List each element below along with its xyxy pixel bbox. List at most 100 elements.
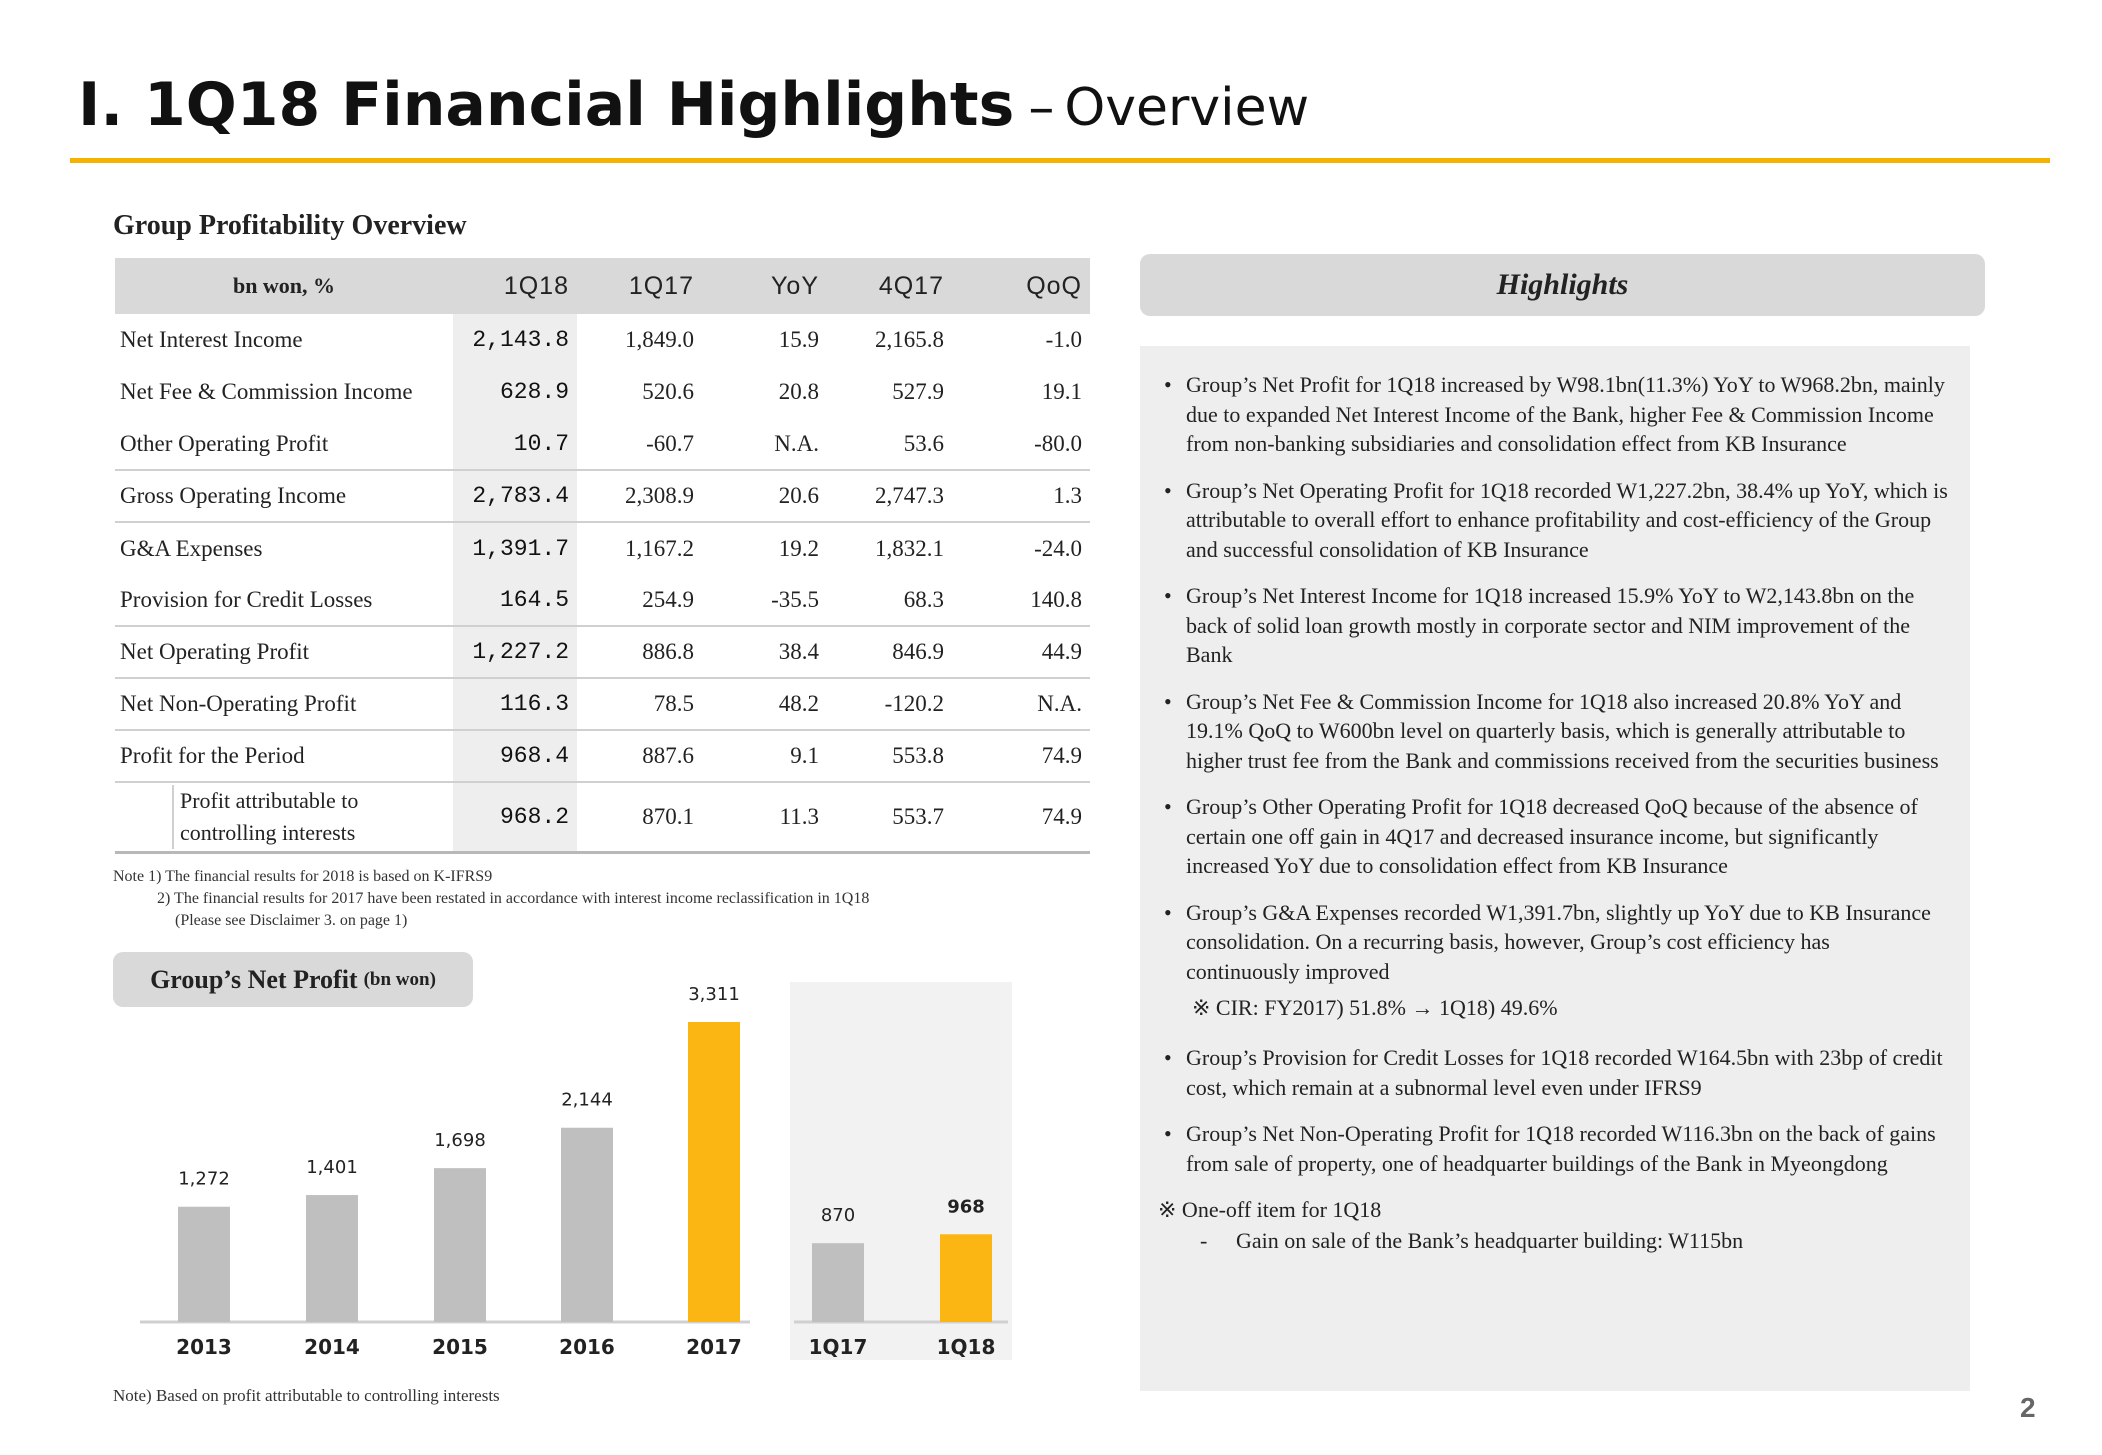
quarterly-tick-label-1Q17: 1Q17 (809, 1335, 868, 1359)
annual-data-label-2014: 1,401 (306, 1157, 358, 1178)
annual-tick-label-2014: 2014 (304, 1335, 360, 1359)
cell-4q17: 846.9 (827, 626, 952, 679)
bullet-icon: • (1164, 1045, 1172, 1070)
cell-4q17: 2,165.8 (875, 327, 944, 352)
title-main: I. 1Q18 Financial Highlights (78, 70, 1015, 140)
table-row: Provision for Credit Losses 164.5 254.9 … (115, 574, 1090, 627)
page-title: I. 1Q18 Financial Highlights – Overview (78, 70, 1309, 150)
cell-1q17: 1,849.0 (625, 327, 694, 352)
cell-qoq: -80.0 (952, 418, 1090, 471)
highlight-item: • Group’s Net Profit for 1Q18 increased b… (1158, 370, 1948, 459)
cell-1q18: 116.3 (453, 678, 577, 731)
highlight-text: Group’s Net Operating Profit for 1Q18 re… (1186, 477, 1948, 562)
title-rule (70, 158, 2050, 163)
cell-qoq: 1.3 (952, 470, 1090, 523)
page-number: 2 (2020, 1392, 2036, 1423)
cell-1q18: 968.2 (453, 782, 577, 854)
cell-1q17: 886.8 (577, 626, 702, 679)
cell-1q17: -60.7 (577, 418, 702, 471)
bullet-icon: • (1164, 688, 1172, 714)
highlight-text: Group’s Net Interest Income for 1Q18 inc… (1186, 583, 1915, 667)
table-row: Profit attributable to controlling inter… (115, 782, 1090, 854)
bullet-icon: • (1164, 794, 1172, 819)
cell-yoy: 9.1 (702, 730, 827, 783)
cell-yoy: -35.5 (702, 574, 827, 627)
table-row: G&A Expenses 1,391.7 1,167.2 19.2 1,832.… (115, 522, 1090, 574)
cell-qoq: 74.9 (952, 730, 1090, 783)
cell-qoq: 140.8 (952, 574, 1090, 627)
cell-qoq: 19.1 (1041, 379, 1082, 404)
profitability-table: bn won, % 1Q18 1Q17 YoY 4Q17 QoQ Net Int… (115, 258, 1090, 854)
table-row: Net Operating Profit 1,227.2 886.8 38.4 … (115, 626, 1090, 679)
cir-note: ※ CIR: FY2017) 51.8% → 1Q18) 49.6% (1192, 995, 1558, 1020)
oneoff-title: ※ One-off item for 1Q18 (1158, 1197, 1382, 1222)
bullet-icon: • (1164, 583, 1172, 608)
cell-4q17: 553.7 (827, 782, 952, 854)
net-profit-chart: 1,272 2013 1,401 2014 1,698 2015 2,144 2016 3,31… (110, 970, 1060, 1370)
cell-4q17: 553.8 (827, 730, 952, 783)
annual-data-label-2015: 1,698 (434, 1130, 486, 1151)
cell-1q17: 2,308.9 (577, 470, 702, 523)
cell-1q18: 1,391.7 (453, 522, 577, 574)
cell-yoy: 38.4 (702, 626, 827, 679)
highlight-text: Group’s Provision for Credit Losses for … (1186, 1045, 1943, 1100)
highlight-item: • Group’s G&A Expenses recorded W1,391.7b… (1158, 898, 1948, 987)
highlight-item: • Group’s Net Non-Operating Profit for 1Q… (1158, 1119, 1948, 1178)
cell-1q18: 10.7 (453, 418, 577, 471)
cell-4q17: 53.6 (827, 418, 952, 471)
cell-4q17: 527.9 (892, 379, 944, 404)
highlight-item: • Group’s Provision for Credit Losses for… (1158, 1043, 1948, 1102)
cell-yoy: N.A. (702, 418, 827, 471)
row-label: Net Operating Profit (115, 626, 453, 679)
highlight-item: • Group’s Net Interest Income for 1Q18 in… (1158, 581, 1948, 670)
quarterly-tick-label-1Q18: 1Q18 (937, 1335, 996, 1359)
section-title: Group Profitability Overview (113, 210, 467, 241)
column-header-unit: bn won, % (115, 258, 453, 314)
column-header-1q18: 1Q18 (453, 258, 577, 314)
column-header-qoq: QoQ (952, 258, 1090, 314)
table-notes: Note 1) The financial results for 2018 i… (113, 866, 869, 932)
row-indent (115, 782, 167, 854)
cell-yoy: 15.9 (778, 327, 819, 352)
highlights-panel: • Group’s Net Profit for 1Q18 increased b… (1140, 346, 1970, 1391)
cell-1q17: 78.5 (577, 678, 702, 731)
quarterly-bar-1Q18 (940, 1234, 992, 1322)
oneoff-item-text: Gain on sale of the Bank’s headquarter b… (1236, 1228, 1744, 1253)
annual-bar-2016 (561, 1127, 613, 1322)
cell-1q18: 2,143.8 (453, 314, 577, 366)
cell-yoy: 48.2 (702, 678, 827, 731)
annual-data-label-2013: 1,272 (178, 1169, 230, 1190)
cell-1q18: 628.9 (453, 366, 577, 418)
cell-1q17: 254.9 (577, 574, 702, 627)
highlight-item: • Group’s Net Fee & Commission Income for… (1158, 687, 1948, 776)
cell-4q17: 68.3 (827, 574, 952, 627)
cell-qoq: N.A. (952, 678, 1090, 731)
cell-4q17: -120.2 (827, 678, 952, 731)
row-label: Other Operating Profit (115, 418, 453, 471)
annual-data-label-2017: 3,311 (688, 984, 740, 1005)
annual-bar-2017 (688, 1022, 740, 1322)
cell-1q18: 2,783.4 (453, 470, 577, 523)
cell-1q18: 164.5 (453, 574, 577, 627)
highlight-text: Group’s Net Non-Operating Profit for 1Q1… (1186, 1121, 1936, 1176)
row-label: Profit attributable to controlling inter… (167, 782, 453, 854)
row-label: Net Fee & Commission Income (120, 379, 413, 404)
title-subtitle: Overview (1064, 78, 1310, 138)
net-profit-unit: (bn won) (363, 968, 436, 990)
net-profit-title-text: Group’s Net Profit (150, 964, 358, 994)
cell-1q17: 870.1 (577, 782, 702, 854)
quarterly-bar-1Q17 (812, 1243, 864, 1322)
annual-bar-2015 (434, 1168, 486, 1322)
column-header-4q17: 4Q17 (827, 258, 952, 314)
highlight-text: Group’s Net Profit for 1Q18 increased by… (1186, 372, 1945, 456)
highlight-text: Group’s Other Operating Profit for 1Q18 … (1186, 794, 1918, 878)
cell-4q17: 2,747.3 (827, 470, 952, 523)
annual-tick-label-2016: 2016 (559, 1335, 615, 1359)
table-row: Net Fee & Commission Income 628.9 520.6 … (115, 366, 1090, 418)
highlights-list: • Group’s Net Profit for 1Q18 increased b… (1158, 370, 1948, 986)
highlight-item: • Group’s Other Operating Profit for 1Q18… (1158, 792, 1948, 881)
annual-tick-label-2017: 2017 (686, 1335, 742, 1359)
row-sub-label: Profit attributable to controlling inter… (172, 784, 453, 849)
oneoff-item: - Gain on sale of the Bank’s headquarter … (1158, 1225, 1948, 1257)
bullet-icon: • (1164, 1121, 1172, 1146)
